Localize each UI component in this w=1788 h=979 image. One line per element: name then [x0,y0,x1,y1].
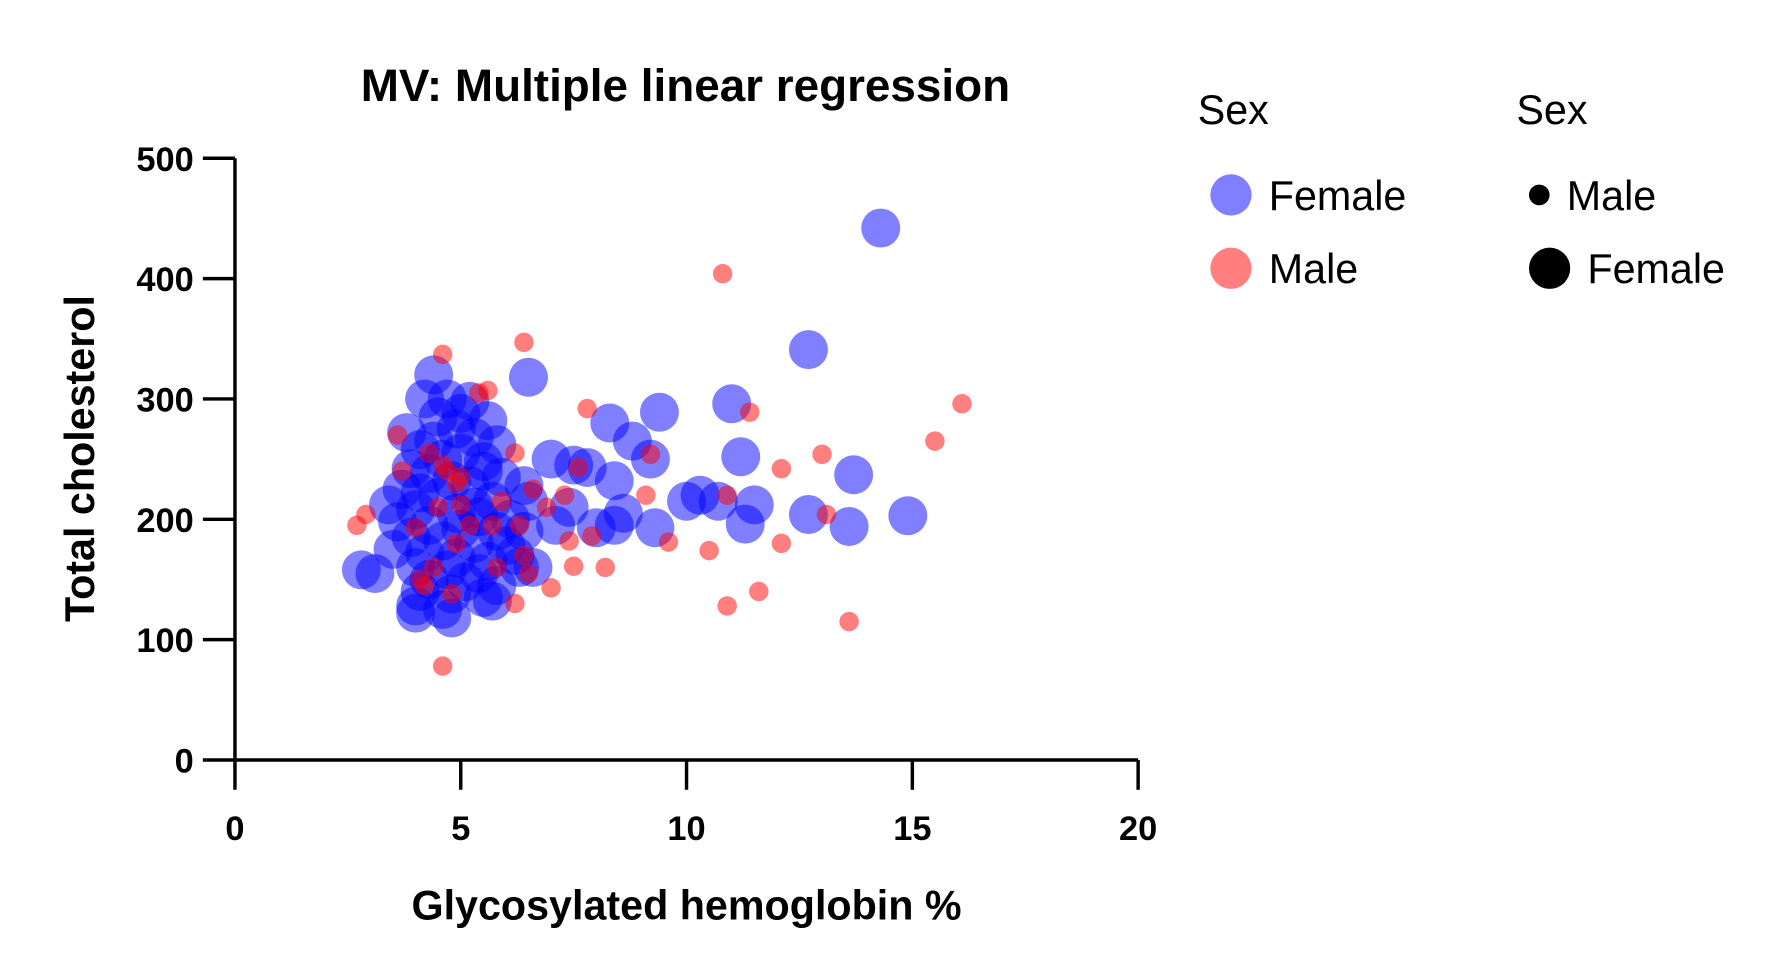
chart-title: MV: Multiple linear regression [361,60,1010,111]
point-male-6 [771,459,792,479]
point-male-10 [636,485,656,505]
point-male-37 [478,380,498,401]
point-male-47 [460,515,480,536]
point-male-45 [514,545,534,566]
legend-size-female [1528,247,1571,289]
point-female-86 [432,598,472,638]
point-male-9 [640,444,661,465]
point-male-40 [423,557,444,578]
point-male-26 [387,425,408,445]
x-axis-label: Glycosylated hemoglobin % [411,882,961,928]
point-male-14 [699,540,719,561]
point-male-54 [451,467,471,487]
x-tick-label: 10 [667,810,705,848]
point-male-3 [952,394,972,414]
point-male-22 [839,611,859,632]
point-male-18 [541,578,561,598]
x-tick-label: 15 [893,810,931,848]
y-tick-label: 200 [136,502,193,540]
legend-size-male [1528,184,1550,206]
legend-title: Sex [1516,87,1587,133]
plot-area [341,208,972,676]
point-male-53 [523,479,543,499]
point-female-1 [788,330,828,370]
y-tick-label: 0 [175,743,194,781]
x-tick-label: 0 [225,810,244,848]
point-male-34 [451,495,471,515]
point-female-4 [639,392,679,432]
y-tick-label: 100 [136,622,193,660]
point-male-29 [559,531,579,551]
point-male-11 [717,485,737,505]
point-female-25 [788,495,828,534]
legend-swatch-female [1210,174,1252,216]
point-male-16 [563,556,584,576]
point-male-56 [536,497,557,518]
point-female-24 [725,504,765,544]
legend-label: Male [1269,246,1358,292]
point-male-31 [419,443,439,463]
point-male-30 [581,526,602,546]
point-female-2 [509,357,548,397]
point-male-0 [432,344,453,365]
point-male-23 [432,656,453,676]
legend-label: Female [1269,173,1407,219]
point-male-8 [577,398,597,419]
y-tick-label: 400 [136,261,193,299]
point-male-38 [405,517,426,538]
point-male-46 [518,563,539,584]
y-axis-label: Total cholesterol [57,295,103,622]
point-male-55 [441,584,462,604]
point-male-49 [392,461,412,481]
point-female-87 [472,581,512,621]
point-male-5 [812,444,832,465]
point-male-27 [568,457,588,478]
x-tick-label: 5 [451,810,470,848]
point-female-0 [861,208,901,248]
x-tick-label: 20 [1119,810,1157,848]
point-male-1 [514,332,534,353]
point-male-48 [428,497,448,518]
point-male-21 [749,581,769,602]
point-female-27 [888,496,928,536]
point-female-7 [721,437,761,477]
y-tick-label: 500 [136,141,193,179]
point-male-12 [816,504,837,525]
point-male-20 [717,596,737,616]
legend-title: Sex [1198,87,1269,133]
point-male-7 [740,402,760,422]
point-male-28 [554,485,575,505]
point-female-13 [594,461,634,501]
legend-label: Female [1587,246,1725,292]
point-female-26 [829,507,869,547]
point-male-15 [658,532,679,552]
point-male-13 [771,533,792,554]
point-male-4 [925,431,945,451]
legend-swatch-male [1210,247,1252,289]
point-female-8 [834,455,874,495]
point-male-2 [712,264,733,284]
point-male-50 [482,515,503,536]
point-male-43 [505,443,525,463]
point-female-91 [463,451,503,491]
point-female-90 [441,393,481,433]
point-male-41 [446,533,466,554]
legend-label: Male [1567,173,1656,219]
point-male-17 [595,557,616,578]
point-male-44 [509,515,530,536]
point-male-25 [356,504,376,525]
point-male-51 [410,569,430,590]
point-female-18 [594,505,634,545]
y-tick-label: 300 [136,382,193,420]
point-male-42 [491,491,512,511]
point-male-52 [487,557,507,578]
point-male-19 [505,593,525,614]
point-female-85 [396,593,436,633]
